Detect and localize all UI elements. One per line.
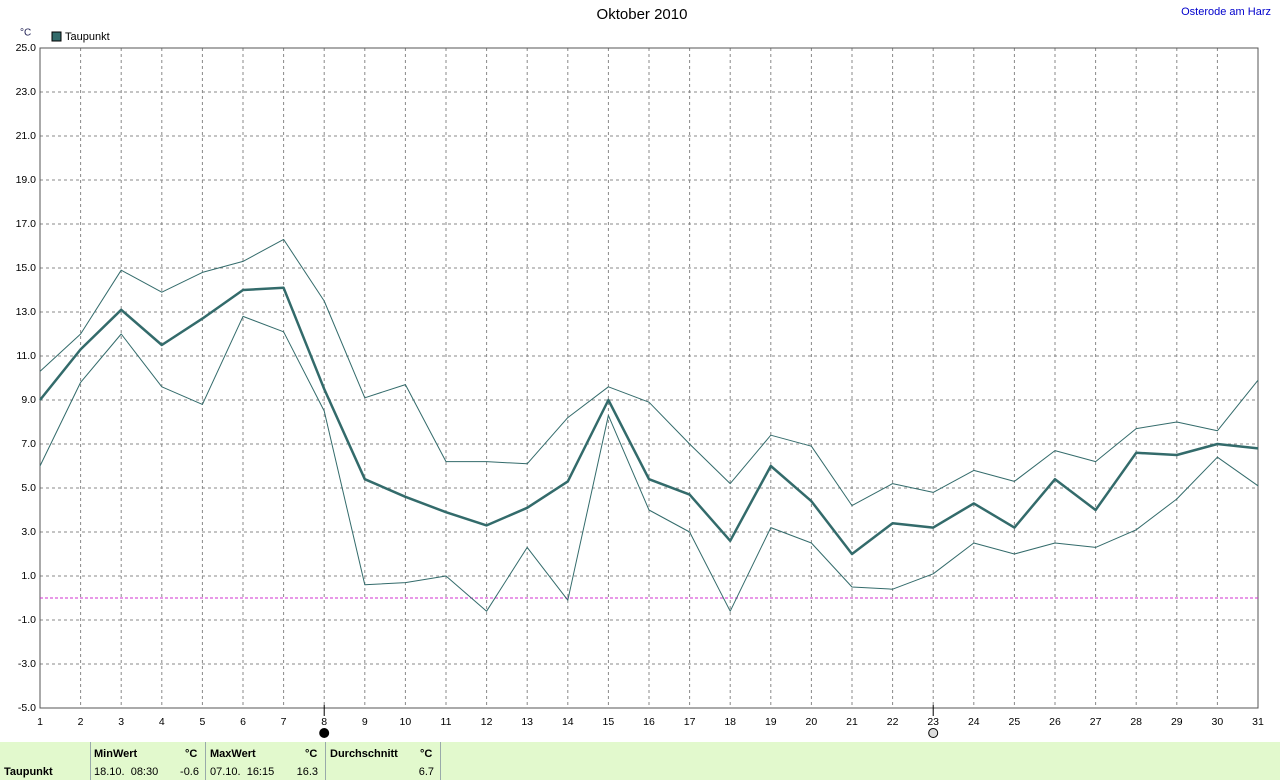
separator (325, 742, 326, 780)
max-value: 16.3 (296, 766, 318, 778)
y-unit: °C (20, 28, 31, 39)
y-tick-label: 19.0 (16, 174, 37, 186)
y-tick-label: 25.0 (16, 42, 37, 54)
y-tick-label: -1.0 (18, 614, 36, 626)
x-tick-label: 19 (765, 716, 777, 728)
x-tick-label: 28 (1130, 716, 1142, 728)
avg-unit: °C (420, 748, 433, 760)
x-tick-label: 7 (281, 716, 287, 728)
x-tick-label: 17 (684, 716, 696, 728)
x-tick-label: 1 (37, 716, 43, 728)
x-tick-label: 24 (968, 716, 980, 728)
series-line (39, 315, 1259, 612)
separator (440, 742, 441, 780)
y-tick-label: 21.0 (16, 130, 37, 142)
y-tick-label: 5.0 (21, 482, 36, 494)
y-tick-label: 13.0 (16, 306, 37, 318)
x-tick-label: 6 (240, 716, 246, 728)
plot-frame (39, 47, 1259, 709)
series-line (39, 238, 1259, 507)
x-tick-label: 11 (441, 716, 452, 728)
max-header: MaxWert (210, 748, 256, 760)
min-unit: °C (185, 748, 198, 760)
x-tick-label: 30 (1212, 716, 1224, 728)
x-tick-label: 3 (118, 716, 124, 728)
chart: Oktober 2010 Osterode am Harz °C Taupunk… (16, 6, 1271, 738)
row-label: Taupunkt (4, 766, 53, 778)
x-tick-label: 27 (1090, 716, 1102, 728)
y-tick-label: 1.0 (21, 570, 36, 582)
location: Osterode am Harz (1181, 6, 1271, 18)
x-tick-label: 18 (724, 716, 736, 728)
y-tick-label: 23.0 (16, 86, 37, 98)
y-tick-label: 3.0 (21, 526, 36, 538)
min-header: MinWert (94, 748, 138, 760)
x-tick-label: 26 (1049, 716, 1061, 728)
x-tick-label: 20 (806, 716, 818, 728)
y-tick-label: -5.0 (18, 702, 36, 714)
min-time: 18.10. 08:30 (94, 766, 159, 778)
x-tick-label: 9 (362, 716, 368, 728)
moon-marker (319, 728, 330, 738)
moon-marker (928, 728, 939, 738)
x-tick-label: 16 (643, 716, 655, 728)
x-tick-label: 23 (927, 716, 939, 728)
y-tick-label: 9.0 (21, 394, 36, 406)
separator (205, 742, 206, 780)
x-tick-label: 8 (321, 716, 327, 728)
y-tick-label: 17.0 (16, 218, 37, 230)
x-tick-label: 10 (400, 716, 412, 728)
legend-label: Taupunkt (65, 31, 110, 43)
x-tick-label: 29 (1171, 716, 1183, 728)
x-tick-label: 4 (159, 716, 165, 728)
y-tick-label: 7.0 (21, 438, 36, 450)
y-tick-label: -3.0 (18, 658, 36, 670)
summary-bar: Taupunkt MinWert °C 18.10. 08:30 -0.6 Ma… (0, 742, 1280, 780)
legend-swatch (51, 31, 62, 42)
x-tick-label: 25 (1009, 716, 1021, 728)
y-tick-label: 11.0 (16, 350, 36, 362)
x-tick-label: 14 (562, 716, 574, 728)
x-tick-label: 2 (78, 716, 84, 728)
max-time: 07.10. 16:15 (210, 766, 275, 778)
x-tick-label: 31 (1252, 716, 1264, 728)
avg-value: 6.7 (418, 766, 434, 778)
x-tick-label: 12 (481, 716, 493, 728)
x-tick-label: 5 (199, 716, 205, 728)
y-tick-label: 15.0 (16, 262, 37, 274)
separator (90, 742, 91, 780)
max-unit: °C (305, 748, 318, 760)
chart-title: Oktober 2010 (597, 6, 688, 23)
x-tick-label: 15 (603, 716, 615, 728)
min-value: -0.6 (180, 766, 199, 778)
series-line (39, 286, 1259, 556)
x-tick-label: 22 (887, 716, 899, 728)
avg-header: Durchschnitt (330, 748, 398, 760)
x-tick-label: 21 (846, 716, 858, 728)
x-tick-label: 13 (521, 716, 533, 728)
